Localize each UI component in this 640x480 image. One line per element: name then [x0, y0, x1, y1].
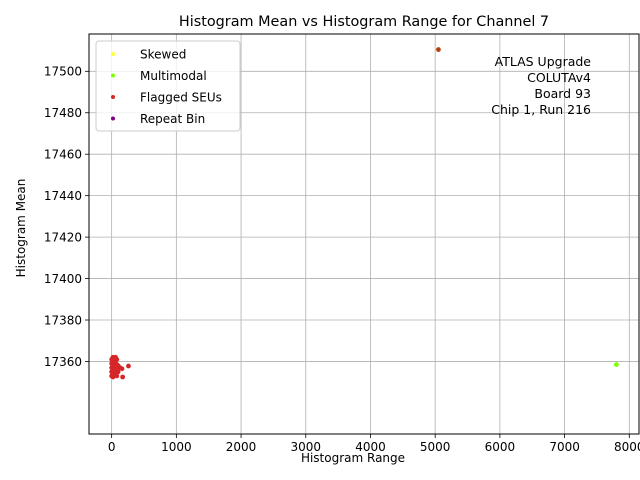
x-tick-label: 5000 — [420, 440, 451, 454]
y-tick-label: 17440 — [44, 189, 82, 203]
x-tick-label: 3000 — [290, 440, 321, 454]
x-tick-label: 8000 — [614, 440, 640, 454]
legend-label: Multimodal — [140, 69, 207, 83]
data-point — [436, 47, 441, 52]
legend-label: Skewed — [140, 47, 186, 61]
y-tick-label: 17380 — [44, 313, 82, 327]
data-point — [120, 374, 126, 380]
y-tick-label: 17400 — [44, 272, 82, 286]
legend-label: Flagged SEUs — [140, 90, 222, 104]
annotation-line: COLUTAv4 — [527, 70, 591, 85]
y-tick-label: 17460 — [44, 148, 82, 162]
x-tick-label: 1000 — [161, 440, 192, 454]
legend-marker — [111, 73, 115, 78]
annotation-line: ATLAS Upgrade — [495, 54, 592, 69]
legend: Skewed Multimodal Flagged SEUs Repeat Bin — [95, 40, 241, 132]
y-tick-label: 17500 — [44, 65, 82, 79]
y-tick-label: 17420 — [44, 230, 82, 244]
data-point — [126, 363, 131, 369]
legend-label: Repeat Bin — [140, 112, 205, 126]
data-point — [613, 362, 619, 367]
x-tick-label: 2000 — [226, 440, 257, 454]
legend-frame — [95, 40, 241, 132]
grid-lines — [89, 34, 639, 434]
x-axis-label: Histogram Range — [301, 451, 405, 465]
legend-marker — [111, 95, 115, 99]
data-point — [114, 373, 120, 379]
y-tick-label: 17480 — [44, 106, 82, 120]
chart-title: Histogram Mean vs Histogram Range for Ch… — [179, 14, 549, 30]
x-axis-ticks: 0 1000 2000 3000 4000 5000 6000 7000 8000 — [108, 434, 640, 454]
data-point — [115, 369, 121, 375]
data-points — [109, 47, 619, 380]
legend-marker — [111, 52, 115, 56]
plot-frame — [88, 33, 640, 435]
data-point — [114, 356, 120, 362]
x-tick-label: 0 — [108, 440, 116, 454]
annotation-line: Board 93 — [534, 86, 591, 101]
legend-marker — [111, 116, 115, 121]
y-axis-ticks: 17360 17380 17400 17420 17440 17460 17480 17500 — [44, 65, 89, 369]
x-tick-label: 4000 — [355, 440, 386, 454]
y-tick-label: 17360 — [44, 355, 82, 369]
data-point — [119, 366, 125, 372]
x-tick-label: 7000 — [549, 440, 580, 454]
y-axis-label: Histogram Mean — [14, 179, 28, 278]
x-tick-label: 6000 — [485, 440, 516, 454]
annotation-line: Chip 1, Run 216 — [491, 102, 591, 117]
